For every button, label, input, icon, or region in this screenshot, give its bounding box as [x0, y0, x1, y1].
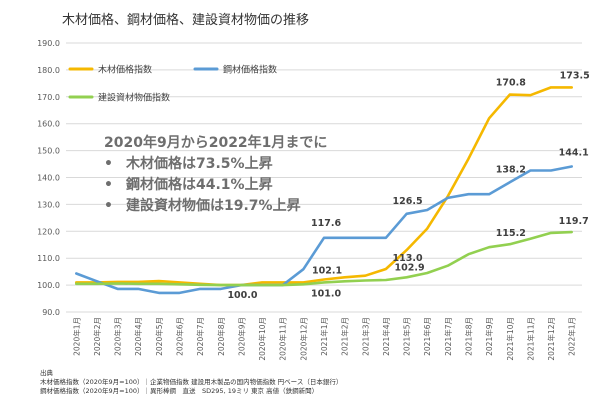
- x-tick-label: 2020年10月: [257, 317, 267, 361]
- data-label: 119.7: [559, 216, 589, 227]
- annotation-heading: 2020年9月から2022年1月までに: [104, 135, 328, 151]
- source-line: 木材価格指数（2020年9月=100）｜企業物価指数 建設用木製品の国内物価指数…: [40, 378, 343, 386]
- data-label: 113.0: [393, 253, 423, 264]
- annotation-bullet-text: 建設資材物価は19.7%上昇: [126, 198, 301, 214]
- source-footer: 出典 木材価格指数（2020年9月=100）｜企業物価指数 建設用木製品の国内物…: [40, 369, 342, 396]
- source-line: 鋼材価格指数（2020年9月=100）｜異形棒鋼 直送 SD295, 19ミリ …: [40, 387, 319, 395]
- x-tick-label: 2020年9月: [236, 317, 246, 356]
- x-tick-label: 2021年8月: [463, 317, 473, 356]
- x-tick-label: 2020年11月: [278, 317, 288, 361]
- x-tick-label: 2020年7月: [195, 317, 205, 356]
- series-line: [75, 230, 574, 287]
- y-tick-label: 180.0: [37, 66, 60, 75]
- x-tick-label: 2020年5月: [154, 317, 164, 356]
- x-tick-label: 2020年3月: [113, 317, 123, 356]
- data-label: 173.5: [560, 70, 590, 81]
- x-tick-label: 2021年6月: [422, 317, 432, 356]
- annotation-bullet-text: 木材価格は73.5%上昇: [126, 156, 273, 172]
- legend-label: 鋼材価格指数: [223, 64, 277, 76]
- annotation-bullet: 木材価格は73.5%上昇: [104, 154, 327, 175]
- data-label: 126.5: [393, 196, 423, 207]
- x-tick-label: 2021年1月: [319, 317, 329, 356]
- x-tick-label: 2021年2月: [340, 317, 350, 356]
- y-tick-label: 100.0: [37, 281, 60, 290]
- annotation-bullet: 鋼材価格は44.1%上昇: [104, 175, 327, 196]
- x-tick-label: 2020年1月: [71, 317, 81, 356]
- data-label: 115.2: [496, 228, 526, 239]
- data-label: 144.1: [559, 147, 589, 158]
- data-label: 102.1: [312, 265, 342, 276]
- y-tick-label: 140.0: [37, 174, 60, 183]
- data-label: 170.8: [496, 78, 526, 89]
- x-tick-label: 2021年11月: [525, 317, 535, 361]
- data-label: 102.9: [395, 262, 425, 273]
- series-line: [75, 165, 574, 295]
- x-tick-label: 2020年4月: [133, 317, 143, 356]
- x-tick-label: 2022年1月: [567, 317, 577, 356]
- y-tick-label: 170.0: [37, 93, 60, 102]
- x-tick-label: 2021年9月: [484, 317, 494, 356]
- data-label: 138.2: [496, 164, 526, 175]
- y-tick-label: 90.0: [42, 308, 60, 317]
- page-title: 木材価格、鋼材価格、建設資材物価の推移: [62, 13, 310, 28]
- series-line: [75, 86, 574, 287]
- data-label: 101.0: [311, 288, 341, 299]
- annotation-box: 2020年9月から2022年1月までに 木材価格は73.5%上昇 鋼材価格は44…: [104, 133, 327, 217]
- y-tick-label: 120.0: [37, 227, 60, 236]
- x-tick-label: 2020年12月: [298, 317, 308, 361]
- x-tick-label: 2021年5月: [402, 317, 412, 356]
- x-tick-label: 2021年3月: [360, 317, 370, 356]
- x-tick-label: 2020年8月: [216, 317, 226, 356]
- y-tick-label: 150.0: [37, 147, 60, 156]
- y-tick-label: 160.0: [37, 120, 60, 129]
- legend-label: 建設資材物価指数: [98, 92, 170, 104]
- x-tick-label: 2021年12月: [546, 317, 556, 361]
- annotation-bullet-text: 鋼材価格は44.1%上昇: [126, 177, 273, 193]
- x-tick-label: 2021年7月: [443, 317, 453, 356]
- legend-label: 木材価格指数: [98, 64, 152, 76]
- x-tick-label: 2020年6月: [175, 317, 185, 356]
- data-label: 117.6: [311, 218, 341, 229]
- x-tick-label: 2021年10月: [505, 317, 515, 361]
- y-tick-label: 190.0: [37, 39, 60, 48]
- annotation-bullet: 建設資材物価は19.7%上昇: [104, 196, 327, 217]
- y-tick-label: 110.0: [37, 254, 60, 263]
- x-tick-label: 2020年2月: [92, 317, 102, 356]
- y-tick-label: 130.0: [37, 200, 60, 209]
- x-tick-label: 2021年4月: [381, 317, 391, 356]
- source-label: 出典: [40, 369, 53, 377]
- data-label: 100.0: [227, 290, 257, 301]
